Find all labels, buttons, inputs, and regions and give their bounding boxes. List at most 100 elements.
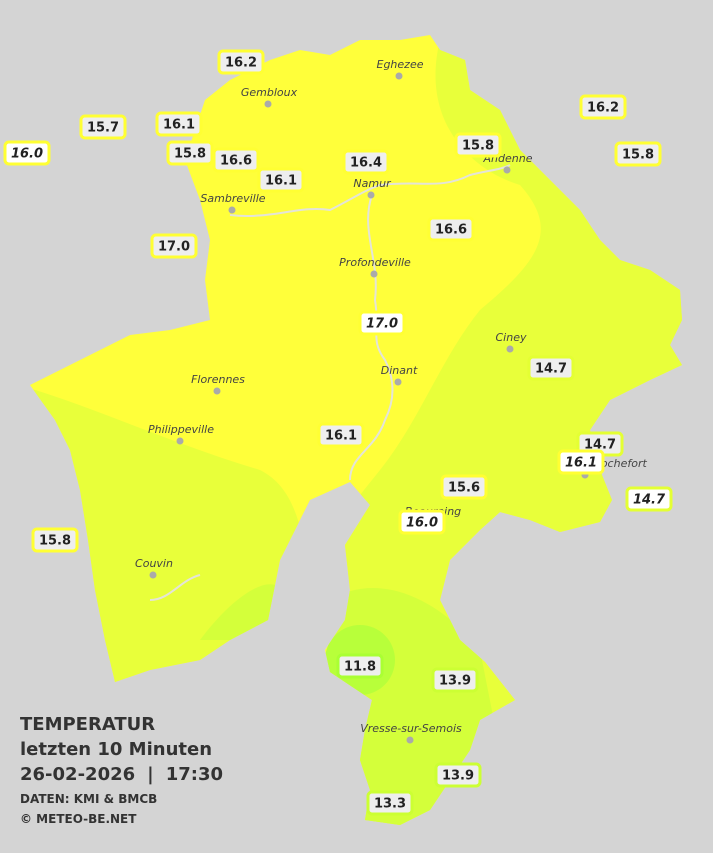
city-dot — [264, 100, 272, 108]
city-label: Florennes — [191, 373, 245, 386]
station-box — [79, 114, 127, 140]
station-value: 16.0 — [11, 147, 43, 162]
legend-source: DATEN: KMI & BMCB — [20, 792, 157, 806]
station-box — [427, 216, 475, 242]
station-box — [217, 49, 265, 75]
station-box — [317, 422, 365, 448]
station-value: 15.8 — [462, 139, 494, 154]
legend-subtitle: letzten 10 Minuten — [20, 739, 212, 760]
station: 14.7 — [527, 355, 575, 381]
legend-title: TEMPERATUR — [20, 714, 155, 735]
station-box — [166, 140, 214, 166]
station: 13.3 — [366, 790, 414, 816]
station: 16.2 — [217, 49, 265, 75]
station: 17.0 — [358, 310, 406, 336]
river — [149, 164, 511, 601]
city-dot — [228, 206, 236, 214]
station-value: 16.4 — [350, 156, 382, 171]
station-value: 17.0 — [366, 317, 398, 332]
city-label: Dinant — [381, 364, 418, 377]
city-dot — [503, 166, 511, 174]
station: 16.6 — [212, 147, 260, 173]
city-label: Vresse-sur-Semois — [360, 722, 462, 735]
city-dot — [506, 345, 514, 353]
station-value: 15.6 — [448, 481, 480, 496]
station-box — [431, 667, 479, 693]
station-box — [614, 141, 662, 167]
station-value: 15.7 — [87, 121, 119, 136]
station-box — [625, 486, 673, 512]
station-value: 13.9 — [439, 674, 471, 689]
station-value: 16.1 — [163, 118, 195, 133]
city-dot — [367, 191, 375, 199]
station: 11.8 — [336, 653, 384, 679]
station-value: 17.0 — [158, 240, 190, 255]
station-box — [31, 527, 79, 553]
station: 16.4 — [342, 149, 390, 175]
city-label: Sambreville — [200, 192, 265, 205]
station: 15.7 — [79, 114, 127, 140]
station-value: 11.8 — [344, 660, 376, 675]
station: 16.1 — [155, 111, 203, 137]
city-dot — [149, 571, 157, 579]
station: 16.1 — [257, 167, 305, 193]
city-label: Philippeville — [148, 423, 214, 436]
station: 14.7 — [625, 486, 673, 512]
station-box — [366, 790, 414, 816]
station-value: 13.9 — [442, 769, 474, 784]
city-label: Profondeville — [339, 256, 411, 269]
city-dot — [213, 387, 221, 395]
station-box — [398, 509, 446, 535]
station-value: 14.7 — [633, 493, 666, 508]
station-box — [257, 167, 305, 193]
station-box — [336, 653, 384, 679]
city-label: Couvin — [135, 557, 173, 570]
city-label: Namur — [353, 177, 392, 190]
station-box — [579, 94, 627, 120]
city-dot — [395, 72, 403, 80]
station: 15.8 — [614, 141, 662, 167]
station-value: 16.0 — [406, 516, 438, 531]
city-label: Rochefort — [593, 457, 647, 470]
station-box — [342, 149, 390, 175]
zone-cool — [200, 584, 275, 640]
station-box — [454, 132, 502, 158]
city-label: Eghezee — [377, 58, 424, 71]
station-box — [358, 310, 406, 336]
station-box — [3, 140, 51, 166]
station-box — [440, 474, 488, 500]
station-value: 16.2 — [587, 101, 619, 116]
station: 13.9 — [434, 762, 482, 788]
station: 17.0 — [150, 233, 198, 259]
city-label: Ciney — [496, 331, 527, 344]
station: 16.0 — [398, 509, 446, 535]
station: 16.1 — [557, 449, 605, 475]
station-value: 16.2 — [225, 56, 257, 71]
station: 16.1 — [317, 422, 365, 448]
station-box — [434, 762, 482, 788]
station-box — [155, 111, 203, 137]
station: 13.9 — [431, 667, 479, 693]
station-box — [212, 147, 260, 173]
station-value: 16.1 — [265, 174, 297, 189]
city-dot — [406, 736, 414, 744]
station-value: 14.7 — [584, 438, 616, 453]
station: 15.8 — [31, 527, 79, 553]
station: 15.8 — [166, 140, 214, 166]
legend-separator: | — [147, 764, 154, 785]
station-value: 15.8 — [174, 147, 206, 162]
station: 16.2 — [579, 94, 627, 120]
station: 15.6 — [440, 474, 488, 500]
station-value: 15.8 — [622, 148, 654, 163]
legend-copyright: © METEO-BE.NET — [20, 812, 137, 826]
legend-date: 26-02-2026 — [20, 764, 135, 785]
station: 16.0 — [3, 140, 51, 166]
city-dot — [370, 270, 378, 278]
station-value: 15.8 — [39, 534, 71, 549]
station-value: 14.7 — [535, 362, 567, 377]
city-dot — [394, 378, 402, 386]
station-value: 16.1 — [325, 429, 357, 444]
station: 16.6 — [427, 216, 475, 242]
station-box — [150, 233, 198, 259]
